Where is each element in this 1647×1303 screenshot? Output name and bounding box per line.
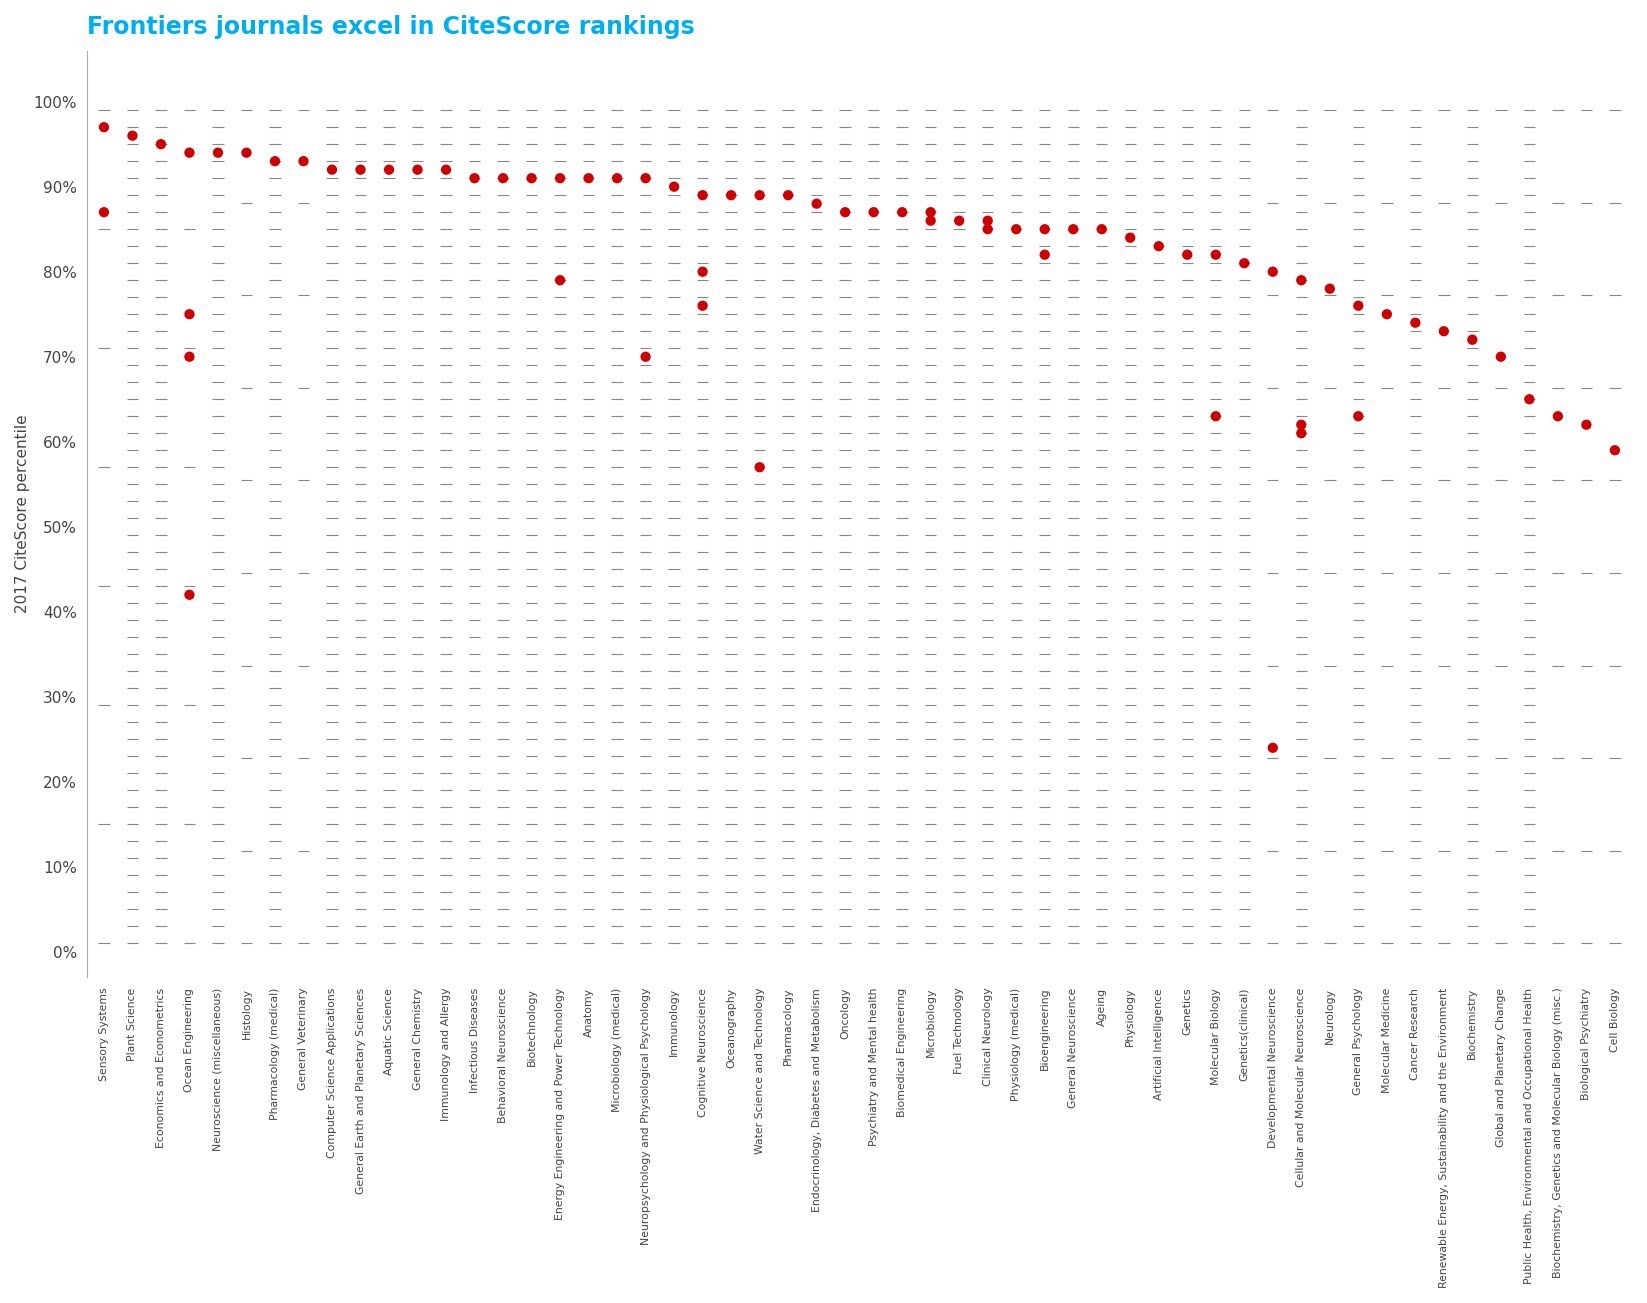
Point (91, 117, 117, 138)
Point (262, 151, 288, 172)
Point (1031, 219, 1057, 240)
Point (320, 159, 346, 180)
Point (1146, 236, 1173, 257)
Point (889, 202, 916, 223)
Point (1174, 244, 1201, 265)
Point (1003, 219, 1029, 240)
Point (1402, 313, 1428, 334)
Point (348, 159, 374, 180)
Point (746, 185, 772, 206)
Point (176, 347, 203, 367)
Point (1202, 244, 1229, 265)
Point (604, 168, 631, 189)
Point (975, 210, 1001, 231)
Point (1260, 737, 1286, 758)
Point (1603, 440, 1629, 461)
Point (91, 202, 117, 223)
Point (718, 185, 744, 206)
Point (433, 159, 460, 180)
Point (945, 210, 972, 231)
Point (1260, 262, 1286, 283)
Point (547, 270, 573, 291)
Point (975, 219, 1001, 240)
Point (1089, 219, 1115, 240)
Point (119, 125, 145, 146)
Point (1288, 270, 1314, 291)
Point (1346, 405, 1372, 426)
Point (176, 304, 203, 324)
Point (547, 168, 573, 189)
Point (1487, 347, 1514, 367)
Point (1202, 405, 1229, 426)
Point (1117, 227, 1143, 248)
Text: Frontiers journals excel in CiteScore rankings: Frontiers journals excel in CiteScore ra… (87, 16, 695, 39)
Point (1288, 414, 1314, 435)
Point (1288, 422, 1314, 443)
Point (660, 176, 687, 197)
Point (1573, 414, 1599, 435)
Point (234, 142, 260, 163)
Point (690, 296, 716, 317)
Point (519, 168, 545, 189)
Point (690, 262, 716, 283)
Point (1431, 321, 1458, 341)
Point (1545, 405, 1571, 426)
Point (489, 168, 516, 189)
Point (176, 584, 203, 605)
Point (832, 202, 858, 223)
Point (1230, 253, 1257, 274)
Point (1346, 296, 1372, 317)
Point (917, 202, 944, 223)
Point (176, 142, 203, 163)
Point (1517, 388, 1543, 409)
Point (376, 159, 402, 180)
Point (575, 168, 601, 189)
Point (917, 210, 944, 231)
Point (690, 185, 716, 206)
Point (461, 168, 488, 189)
Point (804, 193, 830, 214)
Point (1459, 330, 1486, 351)
Point (746, 457, 772, 478)
Point (405, 159, 432, 180)
Point (1031, 244, 1057, 265)
Point (632, 347, 659, 367)
Point (632, 168, 659, 189)
Point (1316, 279, 1342, 300)
Point (1374, 304, 1400, 324)
Point (290, 151, 316, 172)
Point (860, 202, 886, 223)
Point (1061, 219, 1087, 240)
Point (204, 142, 231, 163)
Y-axis label: 2017 CiteScore percentile: 2017 CiteScore percentile (15, 414, 30, 614)
Point (776, 185, 802, 206)
Point (148, 134, 175, 155)
